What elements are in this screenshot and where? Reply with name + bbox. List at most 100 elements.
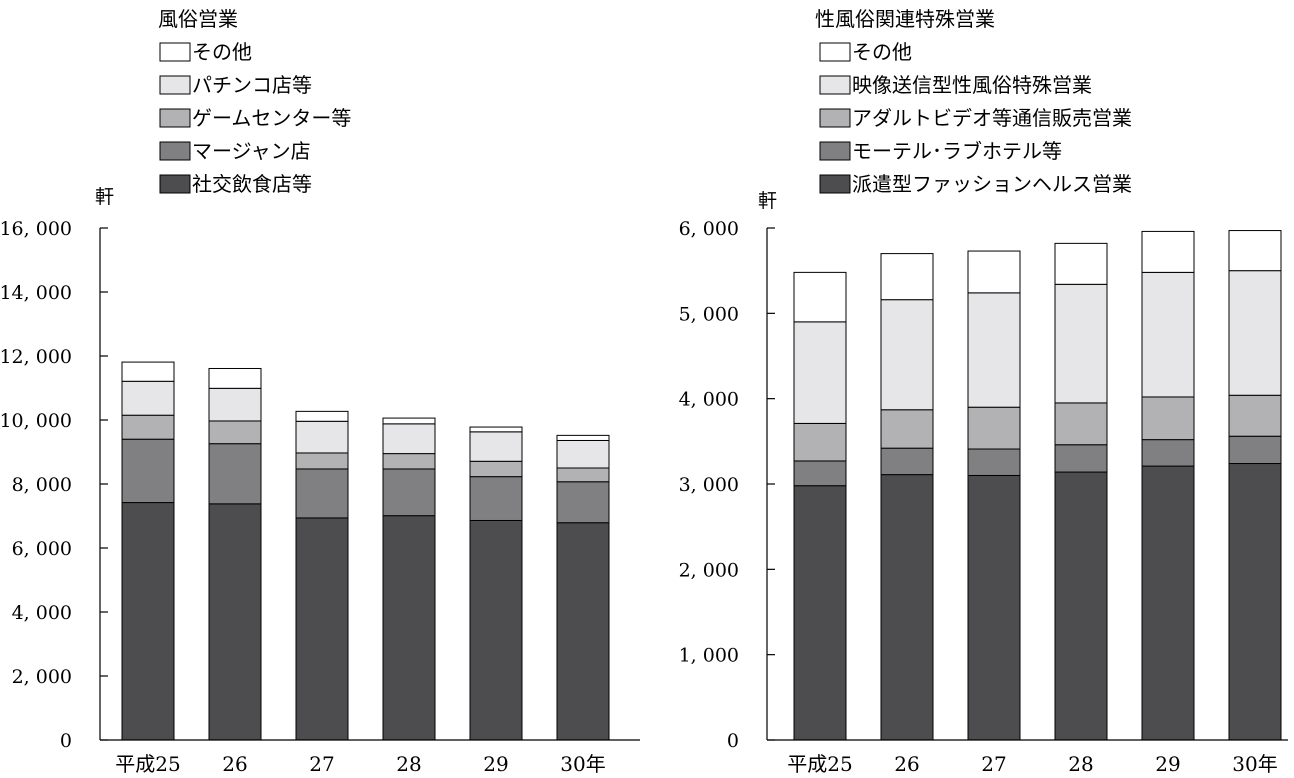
x-tick-label: 28 (1068, 752, 1093, 776)
legend-swatch (819, 174, 851, 194)
bar-segment (295, 517, 349, 741)
bar-segment (121, 502, 175, 741)
bar-segment (1141, 396, 1195, 441)
x-axis: 平成25 26 27 28 29 30年 (767, 739, 1288, 776)
bar-segment (967, 474, 1021, 741)
legend-swatch (819, 42, 851, 62)
bar-segment (382, 468, 436, 517)
bar-segment (967, 250, 1021, 294)
bar-segment (880, 447, 934, 476)
bar-segment (469, 519, 523, 741)
bar-stack (880, 253, 934, 741)
bar-stack (1054, 242, 1108, 741)
y-tick-label: 10, 000 (0, 410, 72, 432)
bar-segment (556, 522, 610, 741)
legend-label: モーテル･ラブホテル等 (852, 139, 1062, 163)
chart-title: 性風俗関連特殊営業 (815, 7, 995, 31)
x-tick-label: 26 (222, 752, 247, 776)
y-axis: 0 1, 000 2, 000 3, 000 4, 000 5, 000 6, 000 (679, 218, 775, 752)
bar-segment (121, 361, 175, 382)
y-tick-label: 0 (60, 730, 72, 752)
bar-segment (1054, 402, 1108, 446)
bar-segment (1228, 435, 1282, 465)
legend-swatch (159, 108, 191, 128)
legend-label: 派遣型ファッションヘルス営業 (852, 172, 1132, 196)
y-tick-label: 6, 000 (679, 218, 739, 240)
x-tick-label: 平成25 (115, 752, 180, 776)
chart-title: 風俗営業 (158, 7, 238, 31)
legend-item: パチンコ店等 (159, 73, 312, 97)
bar-segment (556, 467, 610, 483)
bar-segment (1228, 270, 1282, 396)
legend: その他映像送信型性風俗特殊営業アダルトビデオ等通信販売営業モーテル･ラブホテル等… (819, 40, 1132, 196)
bar-segment (793, 422, 847, 462)
y-tick-label: 12, 000 (0, 346, 72, 368)
bar-segment (121, 380, 175, 416)
y-tick-label: 8, 000 (12, 474, 72, 496)
legend-swatch (159, 174, 191, 194)
bar-segment (1054, 444, 1108, 473)
legend-item: アダルトビデオ等通信販売営業 (819, 106, 1132, 130)
bar-segment (967, 292, 1021, 408)
bar-segment (295, 452, 349, 470)
bar-segment (208, 420, 262, 445)
bar-stack (208, 367, 262, 741)
bars (121, 361, 610, 741)
legend-item: モーテル･ラブホテル等 (819, 139, 1062, 163)
legend-label: その他 (192, 40, 252, 64)
bar-segment (793, 485, 847, 741)
x-tick-label: 29 (483, 752, 508, 776)
legend-label: ゲームセンター等 (192, 106, 351, 130)
legend-swatch (159, 42, 191, 62)
bar-segment (208, 387, 262, 422)
y-tick-label: 16, 000 (0, 218, 72, 240)
y-axis-unit: 軒 (95, 186, 114, 208)
bar-segment (382, 453, 436, 470)
bar-segment (295, 420, 349, 454)
bar-stack (967, 250, 1021, 741)
bar-segment (1054, 242, 1108, 285)
legend-label: パチンコ店等 (192, 73, 312, 97)
legend-swatch (819, 141, 851, 161)
bar-segment (556, 439, 610, 469)
bar-segment (880, 474, 934, 741)
bar-segment (1141, 465, 1195, 741)
y-tick-label: 2, 000 (679, 559, 739, 581)
legend-label: アダルトビデオ等通信販売営業 (852, 106, 1132, 130)
y-tick-label: 1, 000 (679, 645, 739, 667)
x-tick-label: 28 (396, 752, 421, 776)
bar-stack (121, 361, 175, 741)
y-tick-label: 5, 000 (679, 303, 739, 325)
x-tick-label: 27 (309, 752, 334, 776)
bar-stack (1228, 230, 1282, 741)
bar-segment (880, 253, 934, 301)
x-tick-label: 30年 (1232, 752, 1277, 776)
y-tick-label: 4, 000 (679, 389, 739, 411)
bar-segment (793, 321, 847, 424)
x-tick-label: 27 (981, 752, 1006, 776)
legend-swatch (819, 108, 851, 128)
bar-segment (469, 476, 523, 521)
bar-segment (469, 460, 523, 478)
x-tick-label: 30年 (560, 752, 605, 776)
bar-stack (793, 271, 847, 741)
legend-label: マージャン店 (192, 139, 311, 163)
y-axis: 0 2, 000 4, 000 6, 000 8, 000 10, 000 12, 000 1… (0, 218, 108, 752)
bar-segment (793, 460, 847, 487)
bar-segment (295, 468, 349, 519)
x-tick-label: 平成25 (787, 752, 852, 776)
legend-label: 社交飲食店等 (192, 172, 312, 196)
x-tick-label: 26 (894, 752, 919, 776)
y-tick-label: 4, 000 (12, 602, 72, 624)
bar-segment (208, 503, 262, 741)
legend-item: その他 (159, 40, 252, 64)
bar-segment (1228, 394, 1282, 437)
bar-segment (1228, 463, 1282, 741)
bar-segment (208, 367, 262, 389)
x-axis: 平成25 26 27 28 29 30年 (100, 739, 640, 776)
bar-segment (880, 409, 934, 449)
bar-segment (880, 299, 934, 411)
